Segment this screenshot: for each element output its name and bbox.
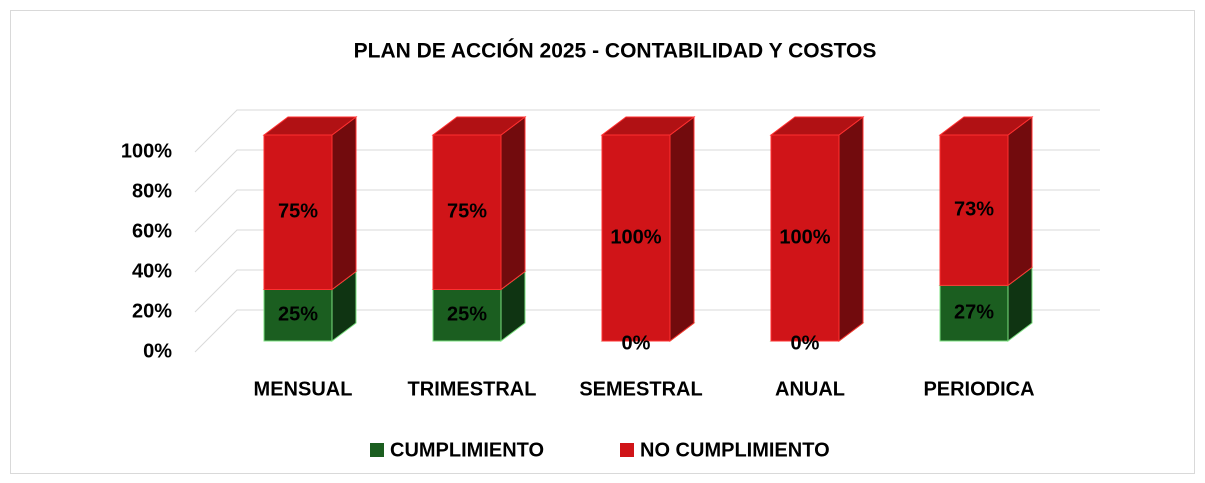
data-label: 100% [779, 226, 830, 248]
bar-front [601, 134, 671, 342]
bar [938, 116, 1034, 287]
x-tick-label: SEMESTRAL [579, 378, 702, 400]
y-tick-label: 60% [132, 220, 172, 242]
data-label: 0% [791, 332, 820, 354]
y-tick-label: 80% [132, 180, 172, 202]
y-tick-label: 40% [132, 260, 172, 282]
legend-label: CUMPLIMIENTO [390, 439, 544, 461]
data-label: 100% [610, 226, 661, 248]
grid-line [194, 109, 1100, 153]
bar [769, 116, 865, 342]
legend-label: NO CUMPLIMIENTO [640, 439, 830, 461]
bar [262, 116, 358, 291]
x-tick-label: PERIODICA [923, 378, 1034, 400]
bar [431, 116, 527, 291]
x-tick-label: TRIMESTRAL [408, 378, 537, 400]
y-tick-label: 0% [143, 340, 172, 362]
y-tick-label: 100% [121, 140, 172, 162]
x-tick-label: MENSUAL [254, 378, 353, 400]
bar-front [939, 134, 1009, 286]
y-tick-label: 20% [132, 300, 172, 322]
bar [600, 116, 696, 342]
bar-front [263, 289, 333, 342]
data-label: 25% [278, 304, 318, 326]
data-label: 27% [954, 301, 994, 323]
bar-side [838, 116, 864, 342]
bar-front [432, 134, 502, 290]
bar-side [1007, 116, 1033, 287]
legend-swatch [620, 443, 634, 457]
bar-front [770, 134, 840, 342]
data-label: 0% [622, 332, 651, 354]
legend-swatch [370, 443, 384, 457]
bar-side [669, 116, 695, 342]
data-label: 75% [278, 201, 318, 223]
data-label: 73% [954, 198, 994, 220]
data-label: 25% [447, 304, 487, 326]
x-tick-label: ANUAL [775, 378, 845, 400]
bar-side [331, 116, 357, 291]
bar-side [500, 116, 526, 291]
chart-title: PLAN DE ACCIÓN 2025 - CONTABILIDAD Y COS… [354, 39, 877, 63]
bar-front [939, 284, 1009, 342]
data-label: 75% [447, 201, 487, 223]
bar-front [263, 134, 333, 290]
